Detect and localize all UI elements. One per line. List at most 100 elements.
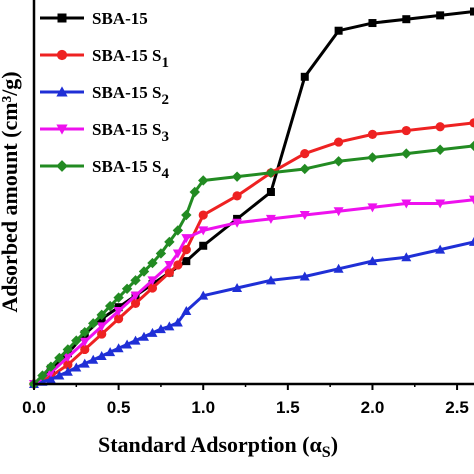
series-3-point bbox=[96, 350, 107, 360]
x-tick-label: 0.5 bbox=[107, 398, 131, 417]
series-5-point bbox=[198, 175, 209, 186]
series-4-point bbox=[333, 207, 344, 217]
series-1-point bbox=[470, 7, 474, 16]
series-5-point bbox=[71, 335, 82, 346]
series-3-point bbox=[435, 244, 446, 254]
series-3-point bbox=[105, 347, 116, 357]
series-2-point bbox=[164, 268, 174, 278]
legend-label: SBA-15 S1 bbox=[92, 46, 169, 71]
legend-item-3: SBA-15 S2 bbox=[40, 83, 169, 108]
series-3-point bbox=[71, 362, 82, 372]
series-4-point bbox=[62, 353, 73, 363]
series-2-point bbox=[367, 129, 378, 139]
series-3-point bbox=[164, 321, 175, 331]
legend-swatch-marker bbox=[56, 124, 68, 135]
series-2-point bbox=[469, 118, 474, 128]
series-2-point bbox=[97, 329, 107, 339]
series-5-point bbox=[164, 236, 175, 248]
series-3-point bbox=[79, 358, 90, 368]
series-3-line bbox=[33, 240, 474, 386]
series-5-point bbox=[401, 148, 412, 159]
series-4-point bbox=[130, 291, 141, 301]
series-5-point bbox=[147, 257, 158, 269]
plot-area bbox=[28, 7, 474, 390]
x-tick-label: 1.0 bbox=[191, 398, 215, 417]
series-1-point bbox=[300, 72, 309, 81]
legend-label-subscript: 2 bbox=[161, 92, 169, 108]
legend-label-subscript: 4 bbox=[161, 166, 169, 182]
series-3-point bbox=[45, 374, 56, 384]
series-5-point bbox=[88, 318, 99, 329]
legend-label-text: SBA-15 S bbox=[92, 83, 161, 102]
series-3-point bbox=[181, 306, 192, 316]
series-5-point bbox=[172, 225, 184, 236]
series-5-point bbox=[265, 167, 277, 178]
series-5-line bbox=[32, 144, 474, 386]
legend-item-4: SBA-15 S3 bbox=[40, 120, 169, 145]
series-3-point bbox=[367, 256, 378, 266]
series-2-point bbox=[232, 191, 242, 201]
series-5-point bbox=[299, 163, 310, 175]
series-5-point bbox=[45, 361, 57, 372]
series-3-point bbox=[333, 263, 344, 273]
series-3-point bbox=[265, 275, 276, 285]
series-4-point bbox=[299, 211, 310, 221]
series-2-point bbox=[114, 314, 124, 324]
series-3-point bbox=[198, 290, 209, 300]
series-4-point bbox=[435, 199, 446, 209]
x-axis-title-main: Standard Adsorption (α bbox=[98, 432, 323, 457]
series-2-point bbox=[147, 283, 158, 293]
series-1-point bbox=[436, 11, 445, 20]
x-tick-label: 1.5 bbox=[276, 398, 300, 417]
series-4-point bbox=[181, 234, 192, 244]
series-2-point bbox=[130, 298, 141, 308]
series-5-point bbox=[79, 326, 90, 338]
series-1-point bbox=[402, 15, 411, 24]
series-5-point bbox=[181, 209, 192, 221]
x-tick-label: 2.0 bbox=[361, 398, 385, 417]
legend-label-text: SBA-15 S bbox=[92, 157, 161, 176]
series-5-point bbox=[130, 275, 141, 286]
series-3-point bbox=[172, 317, 183, 327]
x-axis-title: Standard Adsorption (αS) bbox=[98, 432, 338, 461]
series-3-point bbox=[232, 283, 243, 292]
legend-label-text: SBA-15 S bbox=[92, 46, 161, 65]
series-3-point bbox=[147, 327, 158, 337]
legend-label-subscript: 1 bbox=[161, 55, 169, 71]
series-3-point bbox=[139, 331, 149, 341]
series-4-point bbox=[172, 249, 183, 259]
x-axis-title-subscript: S bbox=[322, 444, 331, 461]
legend-label-text: SBA-15 bbox=[92, 9, 148, 28]
legend-swatch-marker bbox=[56, 49, 68, 61]
legend-label: SBA-15 S4 bbox=[92, 157, 169, 182]
series-5-point bbox=[104, 300, 116, 312]
series-5-point bbox=[113, 292, 124, 303]
series-5-point bbox=[121, 283, 133, 294]
series-3-point bbox=[155, 324, 166, 334]
series-3-point bbox=[62, 366, 73, 376]
x-tick-label: 0.0 bbox=[22, 398, 46, 417]
series-5-point bbox=[367, 152, 378, 163]
x-axis-title-group: Standard Adsorption (αS) bbox=[98, 432, 338, 461]
series-5-point bbox=[62, 344, 74, 355]
series-3-point bbox=[54, 370, 65, 380]
axes: 0.0 0.5 1.0 1.5 2.0 2.5 bbox=[22, 0, 474, 417]
series-4-point bbox=[401, 199, 412, 209]
series-4-point bbox=[265, 214, 276, 224]
y-axis-title-group: Adsorbed amount (cm³/g) bbox=[0, 71, 22, 312]
series-5-point bbox=[96, 309, 107, 321]
series-5-point bbox=[434, 144, 446, 155]
series-4-point bbox=[96, 322, 107, 332]
series-4-point bbox=[469, 195, 474, 205]
series-3-point bbox=[113, 343, 124, 353]
x-axis-title-close: ) bbox=[331, 432, 338, 457]
series-2-point bbox=[401, 125, 411, 136]
series-3-point bbox=[299, 271, 310, 281]
series-4-point bbox=[79, 337, 90, 347]
x-tick-label: 2.5 bbox=[445, 398, 469, 417]
legend-item-1: SBA-15 bbox=[40, 9, 148, 28]
legend-label-text: SBA-15 S bbox=[92, 120, 161, 139]
series-3-point bbox=[88, 354, 99, 364]
